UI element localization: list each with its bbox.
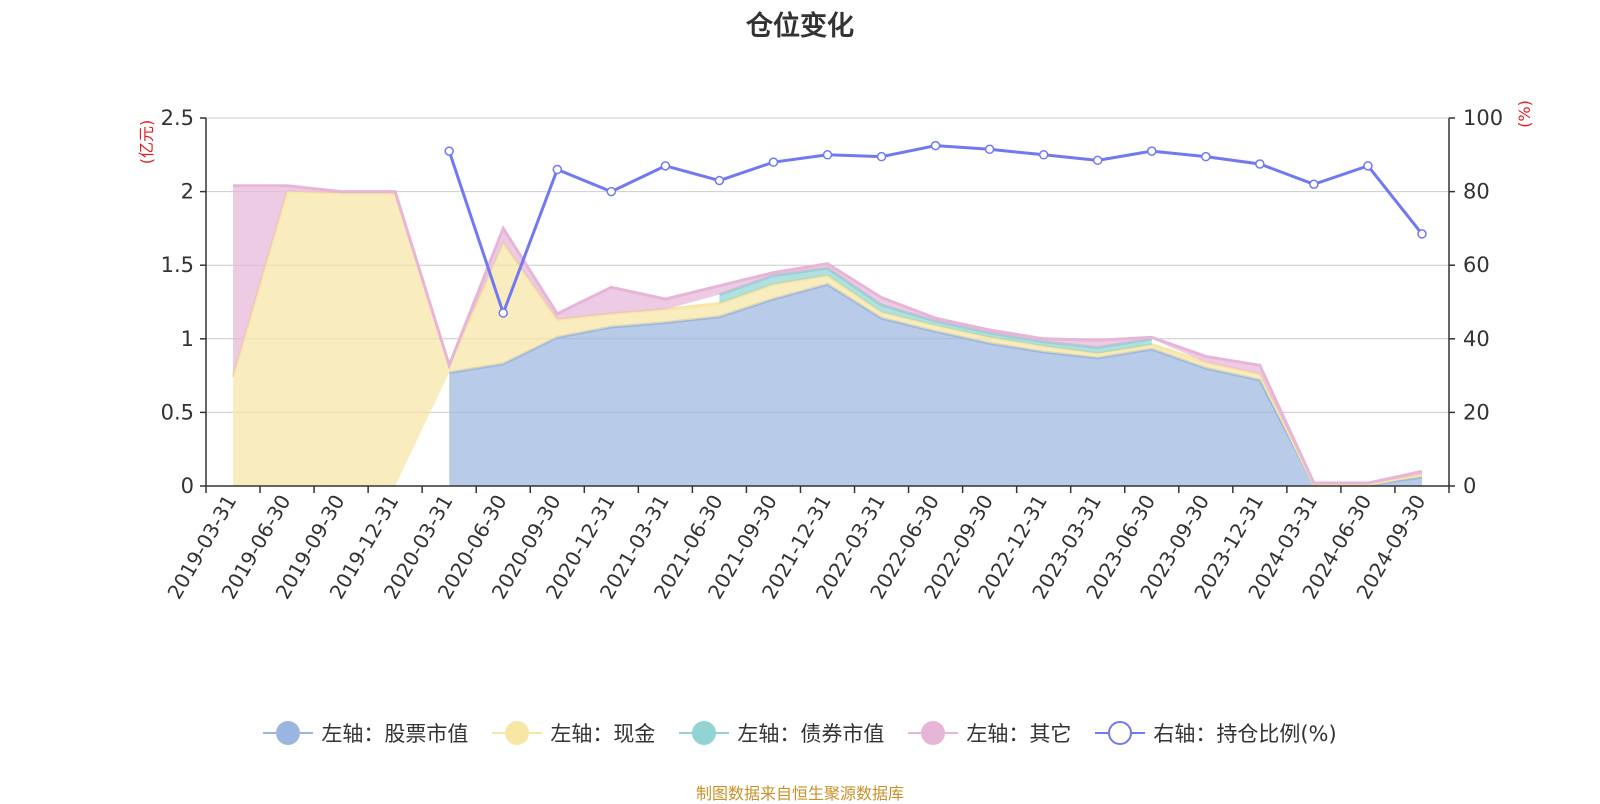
chart-area: 00.511.522.5020406080100(亿元)(%)2019-03-3… [137, 100, 1534, 603]
right-tick-label: 40 [1463, 327, 1490, 351]
ratio-point [1255, 159, 1265, 169]
right-axis-unit: (%) [1515, 100, 1534, 128]
legend-item-ratio[interactable]: 右轴：持仓比例(%) [1095, 718, 1337, 748]
area-左轴：股票市值 [449, 284, 1422, 486]
ratio-point [1201, 151, 1211, 162]
legend-item-bond[interactable]: 左轴：债券市值 [679, 718, 884, 748]
ratio-point [876, 151, 887, 162]
legend-marker-bond [679, 721, 730, 745]
legend-label-bond: 左轴：债券市值 [737, 722, 885, 746]
ratio-point [606, 186, 617, 197]
source-footer: 制图数据来自恒生聚源数据库 [695, 784, 904, 803]
legend-label-other: 左轴：其它 [966, 722, 1072, 746]
legend-label-stock: 左轴：股票市值 [321, 722, 469, 746]
legend-label-ratio: 右轴：持仓比例(%) [1153, 722, 1337, 746]
legend-marker-other [908, 721, 959, 745]
ratio-point [660, 161, 671, 171]
ratio-point [552, 164, 563, 175]
ratio-point [714, 175, 725, 186]
left-tick-label: 1 [181, 327, 194, 351]
ratio-point [1309, 179, 1319, 189]
left-tick-label: 0.5 [161, 400, 194, 424]
ratio-point [1092, 155, 1103, 166]
chart-title: 仓位变化 [746, 11, 854, 42]
ratio-point [1038, 150, 1049, 160]
legend-marker-ratio [1095, 721, 1146, 745]
right-tick-label: 80 [1463, 180, 1490, 204]
ratio-point [822, 150, 833, 160]
ratio-point [1147, 146, 1157, 156]
right-tick-label: 20 [1463, 400, 1490, 424]
ratio-line [447, 144, 1424, 318]
legend-item-other[interactable]: 左轴：其它 [908, 718, 1071, 748]
left-axis-unit: (亿元) [137, 120, 156, 165]
left-tick-label: 2.5 [161, 106, 194, 130]
ratio-point [1417, 229, 1427, 239]
legend-item-stock[interactable]: 左轴：股票市值 [263, 718, 468, 748]
legend-marker-cash [492, 721, 543, 745]
legend-item-cash[interactable]: 左轴：现金 [492, 718, 655, 748]
left-tick-label: 1.5 [161, 253, 194, 277]
area-edge-左轴：其它 [233, 184, 1423, 485]
ratio-point [984, 144, 995, 155]
ratio-point [930, 140, 941, 151]
right-tick-label: 60 [1463, 253, 1490, 277]
right-tick-label: 0 [1463, 474, 1476, 498]
legend-marker-stock [263, 721, 314, 745]
ratio-point [444, 146, 454, 156]
ratio-point [1363, 161, 1373, 171]
legend-label-cash: 左轴：现金 [550, 722, 656, 746]
right-tick-label: 100 [1463, 106, 1503, 130]
legend: 左轴：股票市值 左轴：现金 左轴：债券市值 左轴：其它 右轴：持仓比例(%) [0, 718, 1600, 748]
ratio-point [768, 157, 779, 167]
left-tick-label: 0 [181, 474, 194, 498]
left-tick-label: 2 [181, 180, 194, 204]
ratio-point [498, 308, 508, 318]
area-左轴：现金 [233, 191, 1422, 486]
